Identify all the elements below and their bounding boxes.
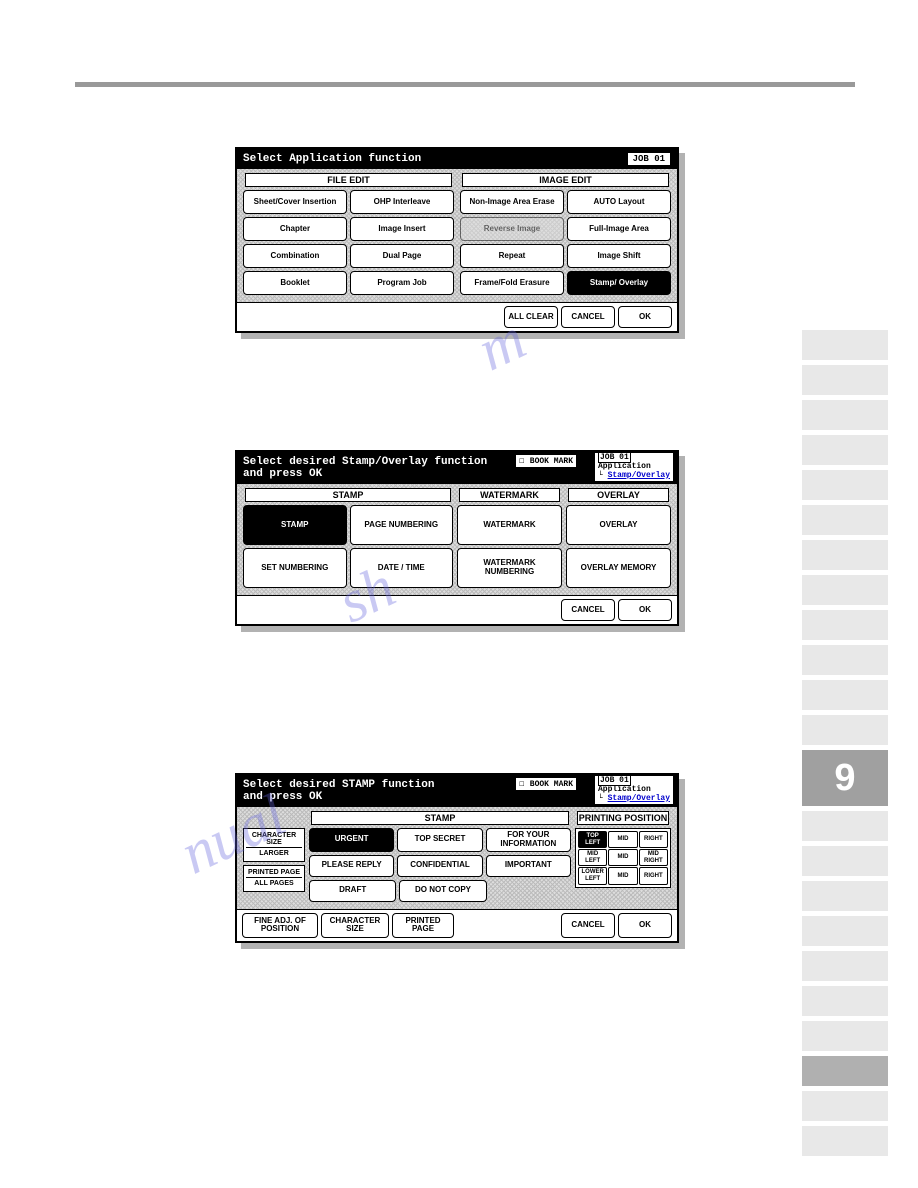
panel-title: Select Application function — [243, 153, 421, 165]
reverse-image-button[interactable]: Reverse Image — [460, 217, 564, 241]
printedpage-value: ALL PAGES — [246, 878, 302, 889]
printed-page-button[interactable]: PRINTED PAGE — [392, 913, 454, 939]
full-image-button[interactable]: Full-Image Area — [567, 217, 671, 241]
pos-low-left[interactable]: LOWER LEFT — [578, 867, 607, 884]
stamp-overlay-panel: Select desired Stamp/Overlay function an… — [235, 450, 679, 626]
job-badge: JOB 01 — [627, 152, 671, 166]
panel-title: Select desired STAMP function and press … — [243, 779, 434, 803]
pos-top-mid[interactable]: MID — [608, 831, 637, 848]
chapter-number: 9 — [802, 750, 888, 806]
pos-low-mid[interactable]: MID — [608, 867, 637, 884]
image-shift-button[interactable]: Image Shift — [567, 244, 671, 268]
top-secret-button[interactable]: TOP SECRET — [397, 828, 482, 852]
ok-button[interactable]: OK — [618, 306, 672, 328]
overlay-button[interactable]: OVERLAY — [566, 505, 671, 545]
sheet-cover-button[interactable]: Sheet/Cover Insertion — [243, 190, 347, 214]
pos-mid[interactable]: MID — [608, 849, 637, 866]
printedpage-label: PRINTED PAGE — [246, 868, 302, 878]
set-numbering-button[interactable]: SET NUMBERING — [243, 548, 347, 588]
stamp-overlay-button[interactable]: Stamp/ Overlay — [567, 271, 671, 295]
repeat-button[interactable]: Repeat — [460, 244, 564, 268]
auto-layout-button[interactable]: AUTO Layout — [567, 190, 671, 214]
panel-header: Select Application function JOB 01 — [237, 149, 677, 169]
draft-button[interactable]: DRAFT — [309, 880, 396, 902]
breadcrumb: JOB 01 Application └ Stamp/Overlay — [595, 776, 673, 804]
fine-adj-button[interactable]: FINE ADJ. OF POSITION — [242, 913, 318, 939]
watermark-button[interactable]: WATERMARK — [457, 505, 562, 545]
please-reply-button[interactable]: PLEASE REPLY — [309, 855, 394, 877]
header-rule — [75, 82, 855, 87]
panel-title: Select desired Stamp/Overlay function an… — [243, 456, 487, 480]
pos-top-right[interactable]: RIGHT — [639, 831, 668, 848]
charsize-label: CHARACTER SIZE — [246, 831, 302, 848]
cancel-button[interactable]: CANCEL — [561, 306, 615, 328]
pos-mid-right[interactable]: MID RIGHT — [639, 849, 668, 866]
fyi-button[interactable]: FOR YOUR INFORMATION — [486, 828, 571, 852]
date-time-button[interactable]: DATE / TIME — [350, 548, 454, 588]
non-image-erase-button[interactable]: Non-Image Area Erase — [460, 190, 564, 214]
bookmark-button[interactable]: BOOK MARK — [515, 454, 577, 468]
important-button[interactable]: IMPORTANT — [486, 855, 571, 877]
character-size-box: CHARACTER SIZE LARGER — [243, 828, 305, 862]
application-function-panel: Select Application function JOB 01 FILE … — [235, 147, 679, 333]
frame-fold-button[interactable]: Frame/Fold Erasure — [460, 271, 564, 295]
program-job-button[interactable]: Program Job — [350, 271, 454, 295]
cancel-button[interactable]: CANCEL — [561, 913, 615, 939]
position-grid: TOP LEFT MID RIGHT MID LEFT MID MID RIGH… — [575, 828, 671, 888]
breadcrumb: JOB 01 Application └ Stamp/Overlay — [595, 453, 673, 481]
printing-position-label: PRINTING POSITION — [577, 811, 669, 825]
panel-header: Select desired STAMP function and press … — [237, 775, 677, 807]
overlay-section-label: OVERLAY — [568, 488, 669, 502]
image-edit-label: IMAGE EDIT — [462, 173, 669, 187]
pos-mid-left[interactable]: MID LEFT — [578, 849, 607, 866]
stamp-function-panel: Select desired STAMP function and press … — [235, 773, 679, 943]
cancel-button[interactable]: CANCEL — [561, 599, 615, 621]
urgent-button[interactable]: URGENT — [309, 828, 394, 852]
stamp-section-label: STAMP — [311, 811, 569, 825]
file-edit-label: FILE EDIT — [245, 173, 452, 187]
do-not-copy-button[interactable]: DO NOT COPY — [399, 880, 486, 902]
bookmark-button[interactable]: BOOK MARK — [515, 777, 577, 791]
combination-button[interactable]: Combination — [243, 244, 347, 268]
dual-page-button[interactable]: Dual Page — [350, 244, 454, 268]
chapter-tabs: 9 — [802, 330, 888, 1161]
overlay-memory-button[interactable]: OVERLAY MEMORY — [566, 548, 671, 588]
ok-button[interactable]: OK — [618, 599, 672, 621]
image-insert-button[interactable]: Image Insert — [350, 217, 454, 241]
stamp-button[interactable]: STAMP — [243, 505, 347, 545]
booklet-button[interactable]: Booklet — [243, 271, 347, 295]
all-clear-button[interactable]: ALL CLEAR — [504, 306, 558, 328]
charsize-value: LARGER — [246, 848, 302, 859]
watermark-numbering-button[interactable]: WATERMARK NUMBERING — [457, 548, 562, 588]
confidential-button[interactable]: CONFIDENTIAL — [397, 855, 482, 877]
stamp-section-label: STAMP — [245, 488, 451, 502]
page-numbering-button[interactable]: PAGE NUMBERING — [350, 505, 454, 545]
watermark-section-label: WATERMARK — [459, 488, 560, 502]
chapter-button[interactable]: Chapter — [243, 217, 347, 241]
pos-low-right[interactable]: RIGHT — [639, 867, 668, 884]
panel-header: Select desired Stamp/Overlay function an… — [237, 452, 677, 484]
ok-button[interactable]: OK — [618, 913, 672, 939]
character-size-button[interactable]: CHARACTER SIZE — [321, 913, 389, 939]
pos-top-left[interactable]: TOP LEFT — [578, 831, 607, 848]
printed-page-box: PRINTED PAGE ALL PAGES — [243, 865, 305, 892]
ohp-button[interactable]: OHP Interleave — [350, 190, 454, 214]
